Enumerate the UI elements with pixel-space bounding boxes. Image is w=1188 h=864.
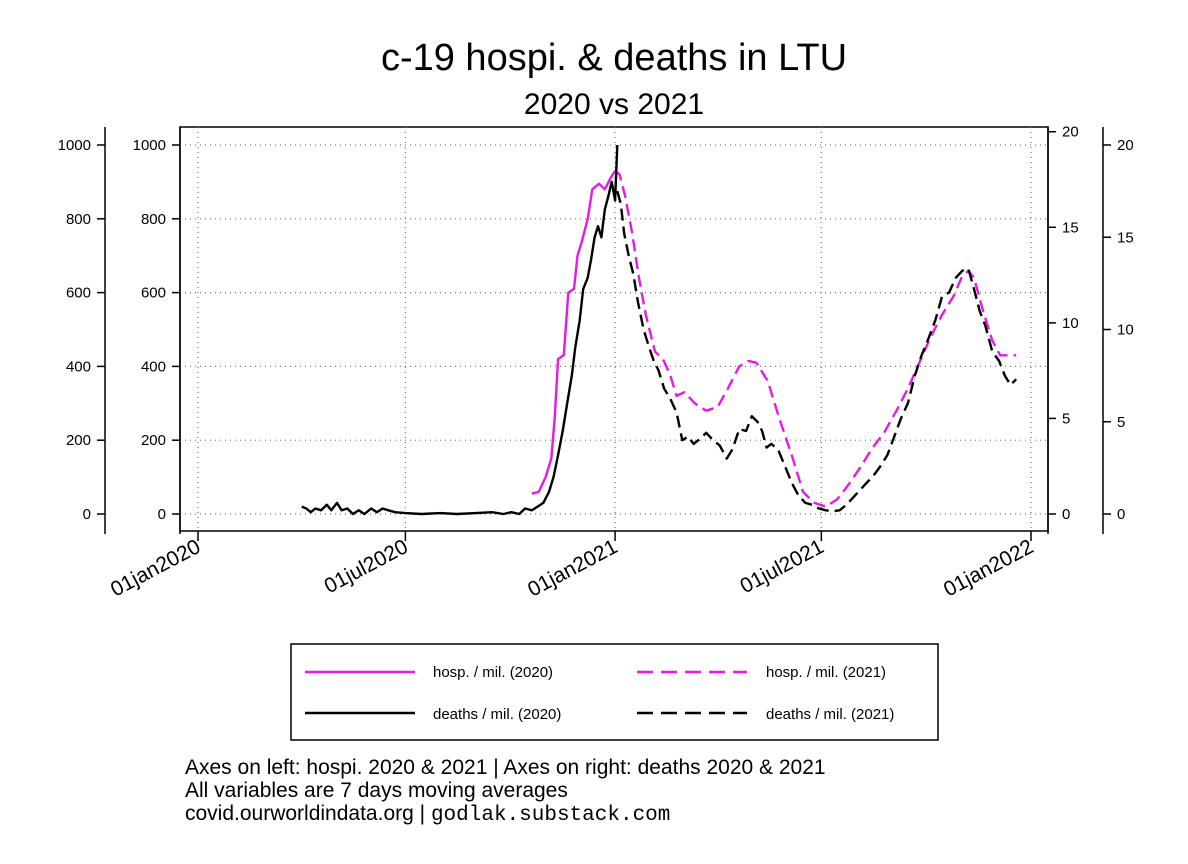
legend-label-deaths-2020: deaths / mil. (2020)	[433, 706, 561, 723]
left-axis-outer-label-4: 800	[66, 211, 91, 228]
right-axis-outer-label-4: 20	[1117, 137, 1134, 154]
right-axis-outer-label-0: 0	[1117, 506, 1125, 523]
right-axis-inner-label-3: 15	[1062, 219, 1079, 236]
right-axis-inner-label-2: 10	[1062, 315, 1079, 332]
right-axis-inner-label-1: 5	[1062, 410, 1070, 427]
series-line-1	[614, 169, 1017, 508]
plot-frame	[179, 126, 1049, 532]
left-axis-inner-label-0: 0	[158, 506, 166, 523]
series-line-3	[616, 190, 1018, 513]
chart-title: c-19 hospi. & deaths in LTU	[381, 37, 847, 79]
note-moving-average: All variables are 7 days moving averages	[185, 779, 568, 802]
legend-label-hosp-2020: hosp. / mil. (2020)	[433, 664, 553, 681]
chart-notes: Axes on left: hospi. 2020 & 2021 | Axes …	[185, 756, 826, 827]
x-tick-label-3: 01jul2021	[736, 535, 827, 598]
data-lines	[301, 144, 1018, 516]
left-axis-outer-label-0: 0	[83, 506, 91, 523]
axes: 0200400600800100002004006008001000051015…	[58, 124, 1134, 602]
left-axis-inner-label-4: 800	[141, 211, 166, 228]
note-site: godlak.substack.com	[430, 804, 671, 827]
gridlines	[180, 127, 1048, 531]
right-axis-outer-label-3: 15	[1117, 229, 1134, 246]
series-line-2	[301, 144, 619, 516]
x-tick-label-2: 01jan2021	[524, 535, 621, 601]
left-axis-outer-label-1: 200	[66, 432, 91, 449]
x-tick-label-0: 01jan2020	[107, 535, 204, 601]
left-axis-inner-label-2: 400	[141, 358, 166, 375]
left-axis-inner-label-5: 1000	[133, 137, 166, 154]
left-axis-inner-label-1: 200	[141, 432, 166, 449]
note-axes: Axes on left: hospi. 2020 & 2021 | Axes …	[185, 756, 826, 779]
left-axis-outer-label-3: 600	[66, 285, 91, 302]
left-axis-inner-label-3: 600	[141, 285, 166, 302]
legend: hosp. / mil. (2020) hosp. / mil. (2021) …	[290, 643, 939, 741]
legend-label-deaths-2021: deaths / mil. (2021)	[766, 706, 894, 723]
note-source-url: covid.ourworldindata.org |	[185, 802, 426, 825]
series-line-0	[531, 170, 617, 495]
legend-box	[290, 643, 939, 741]
x-tick-label-1: 01jul2020	[321, 535, 412, 598]
x-tick-label-4: 01jan2022	[940, 535, 1037, 601]
right-axis-inner-label-4: 20	[1062, 124, 1079, 141]
right-axis-outer-label-2: 10	[1117, 322, 1134, 339]
right-axis-inner-label-0: 0	[1062, 506, 1070, 523]
note-source: covid.ourworldindata.org | godlak.substa…	[185, 802, 826, 827]
left-axis-outer-label-5: 1000	[58, 137, 91, 154]
covid-chart: c-19 hospi. & deaths in LTU 2020 vs 2021…	[58, 37, 1134, 741]
chart-subtitle: 2020 vs 2021	[524, 88, 704, 121]
right-axis-outer-label-1: 5	[1117, 414, 1125, 431]
left-axis-outer-label-2: 400	[66, 358, 91, 375]
legend-label-hosp-2021: hosp. / mil. (2021)	[766, 664, 886, 681]
